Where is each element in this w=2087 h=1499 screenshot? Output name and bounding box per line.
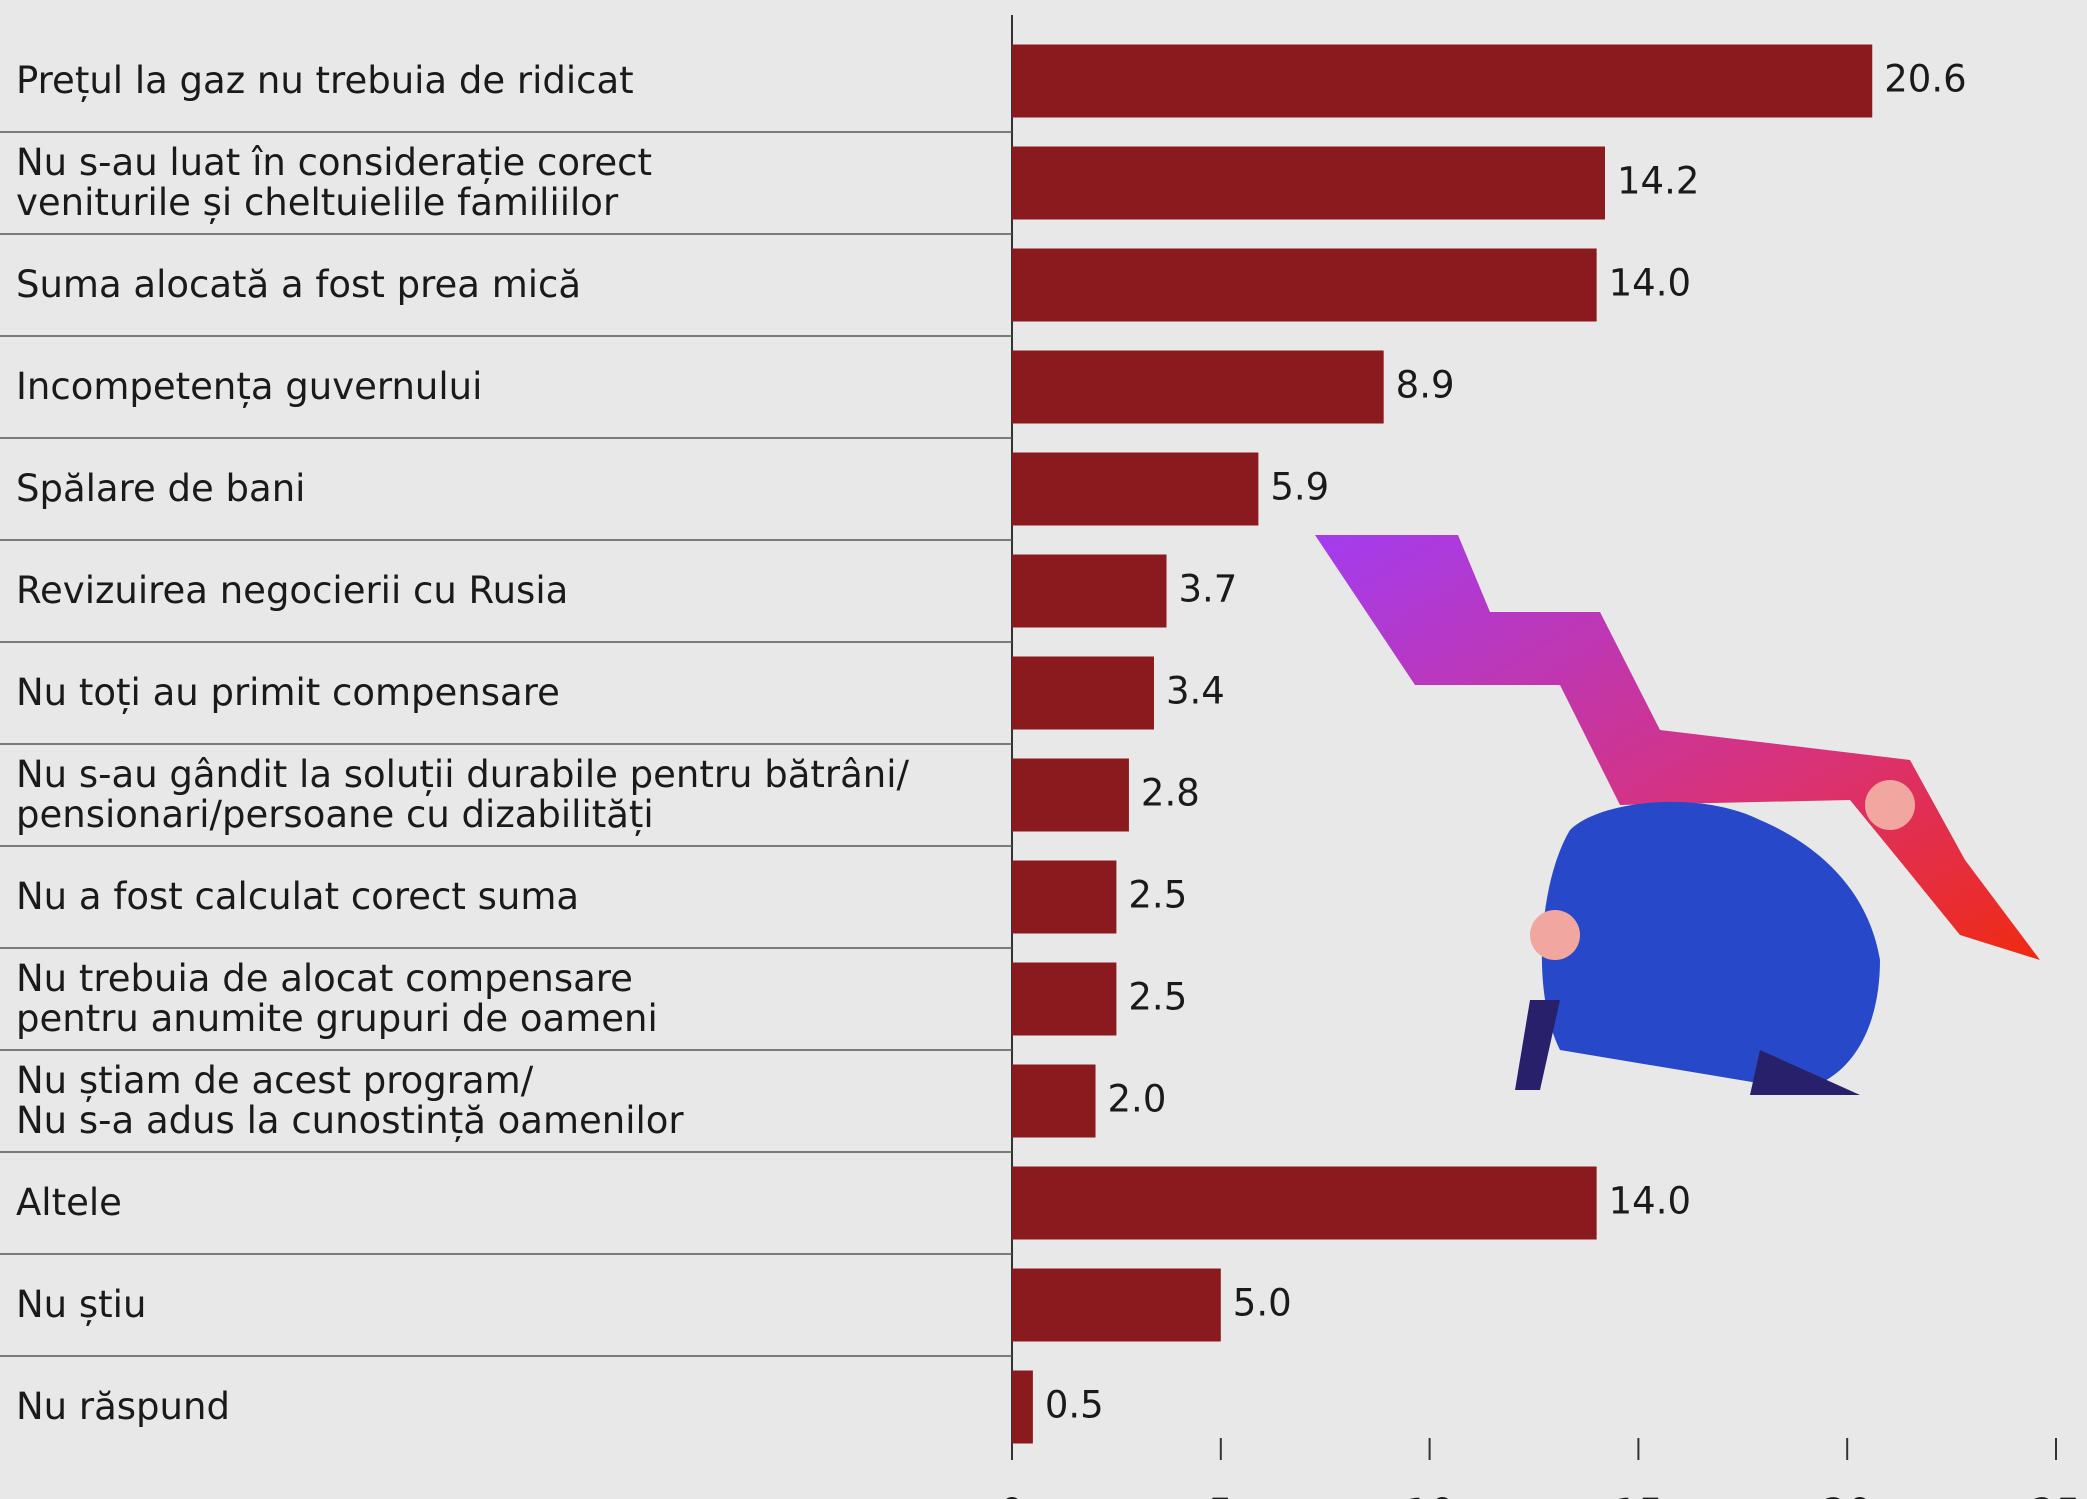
category-label: Nu s-au gândit la soluții durabile pentr…	[16, 753, 910, 836]
value-label: 8.9	[1396, 364, 1455, 407]
bar	[1012, 656, 1154, 730]
value-label: 14.0	[1609, 1180, 1691, 1223]
value-label: 3.7	[1179, 568, 1238, 611]
category-label: Revizuirea negocierii cu Rusia	[16, 569, 569, 612]
category-label: Nu a fost calculat corect suma	[16, 875, 580, 918]
bar	[1012, 452, 1259, 526]
category-label: Nu toți au primit compensare	[16, 671, 560, 714]
x-tick-label: 5	[1208, 1491, 1233, 1499]
bar	[1012, 44, 1873, 118]
x-tick-label: 10	[1404, 1491, 1455, 1499]
x-tick-label: 20	[1822, 1491, 1873, 1499]
value-label: 5.0	[1233, 1282, 1292, 1325]
x-tick-label: 15	[1613, 1491, 1664, 1499]
bar	[1012, 860, 1117, 934]
bar	[1012, 1166, 1597, 1240]
bar	[1012, 962, 1117, 1036]
bar	[1012, 758, 1129, 832]
value-label: 0.5	[1045, 1384, 1104, 1427]
value-label: 14.0	[1609, 262, 1691, 305]
category-label: Nu trebuia de alocat compensare pentru a…	[16, 957, 658, 1040]
category-label: Altele	[16, 1181, 122, 1224]
value-label: 2.5	[1128, 976, 1187, 1019]
bar	[1012, 1064, 1096, 1138]
bar	[1012, 350, 1384, 424]
bar	[1012, 146, 1605, 220]
value-label: 2.8	[1141, 772, 1200, 815]
bar	[1012, 1370, 1033, 1444]
value-label: 3.4	[1166, 670, 1225, 713]
category-label: Nu răspund	[16, 1385, 230, 1428]
value-label: 14.2	[1617, 160, 1699, 203]
category-label: Nu știu	[16, 1283, 147, 1326]
category-label: Nu știam de acest program/ Nu s-a adus l…	[16, 1059, 684, 1142]
value-label: 5.9	[1270, 466, 1329, 509]
bar	[1012, 1268, 1221, 1342]
bar	[1012, 248, 1597, 322]
x-tick-label: 25	[2031, 1491, 2082, 1499]
bar	[1012, 554, 1167, 628]
category-label: Prețul la gaz nu trebuia de ridicat	[16, 59, 634, 102]
category-label: Incompetența guvernului	[16, 365, 483, 408]
value-label: 20.6	[1884, 58, 1966, 101]
x-tick-label: 0	[999, 1491, 1024, 1499]
category-label: Nu s-au luat în considerație corect veni…	[16, 141, 652, 224]
value-label: 2.5	[1128, 874, 1187, 917]
category-label: Spălare de bani	[16, 467, 306, 510]
category-label: Suma alocată a fost prea mică	[16, 263, 582, 306]
decoration	[1315, 535, 2040, 1095]
value-label: 2.0	[1108, 1078, 1167, 1121]
